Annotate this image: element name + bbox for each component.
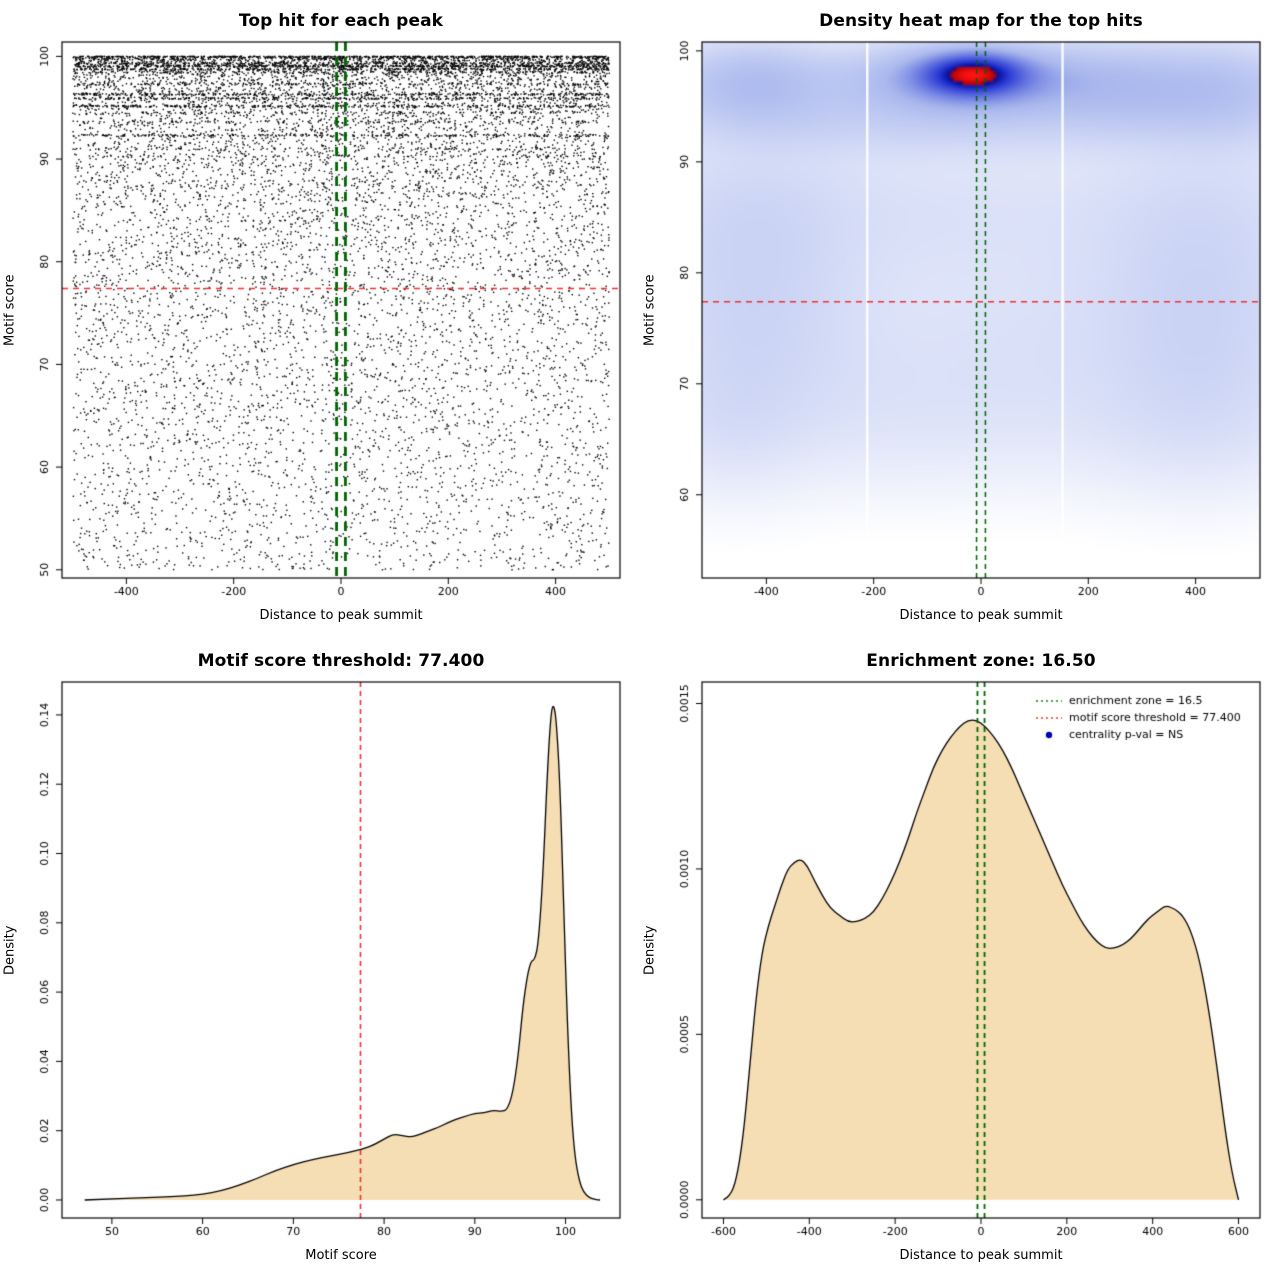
scatter-y-axis-label: Motif score [2, 274, 18, 346]
scatter-x-axis-label: Distance to peak summit [259, 608, 423, 623]
scatter-plot-canvas [0, 0, 640, 640]
position-density-title: Enrichment zone: 16.50 [866, 651, 1096, 671]
panel-enrichment-zone-density: Enrichment zone: 16.50 Distance to peak … [640, 640, 1280, 1280]
score-density-title: Motif score threshold: 77.400 [197, 651, 485, 671]
scatter-title: Top hit for each peak [238, 11, 444, 31]
score-density-y-axis-label: Density [2, 925, 18, 975]
position-density-canvas [640, 640, 1280, 1280]
panel-top-hit-scatter: Top hit for each peak Distance to peak s… [0, 0, 640, 640]
heatmap-y-axis-label: Motif score [642, 274, 658, 346]
panel-motif-score-density: Motif score threshold: 77.400 Motif scor… [0, 640, 640, 1280]
heatmap-x-axis-label: Distance to peak summit [899, 608, 1063, 623]
position-density-y-axis-label: Density [642, 925, 658, 975]
position-density-x-axis-label: Distance to peak summit [899, 1248, 1063, 1263]
heatmap-title: Density heat map for the top hits [819, 11, 1143, 31]
score-density-canvas [0, 640, 640, 1280]
panel-density-heatmap: Density heat map for the top hits Distan… [640, 0, 1280, 640]
heatmap-canvas [640, 0, 1280, 640]
score-density-x-axis-label: Motif score [305, 1248, 377, 1263]
